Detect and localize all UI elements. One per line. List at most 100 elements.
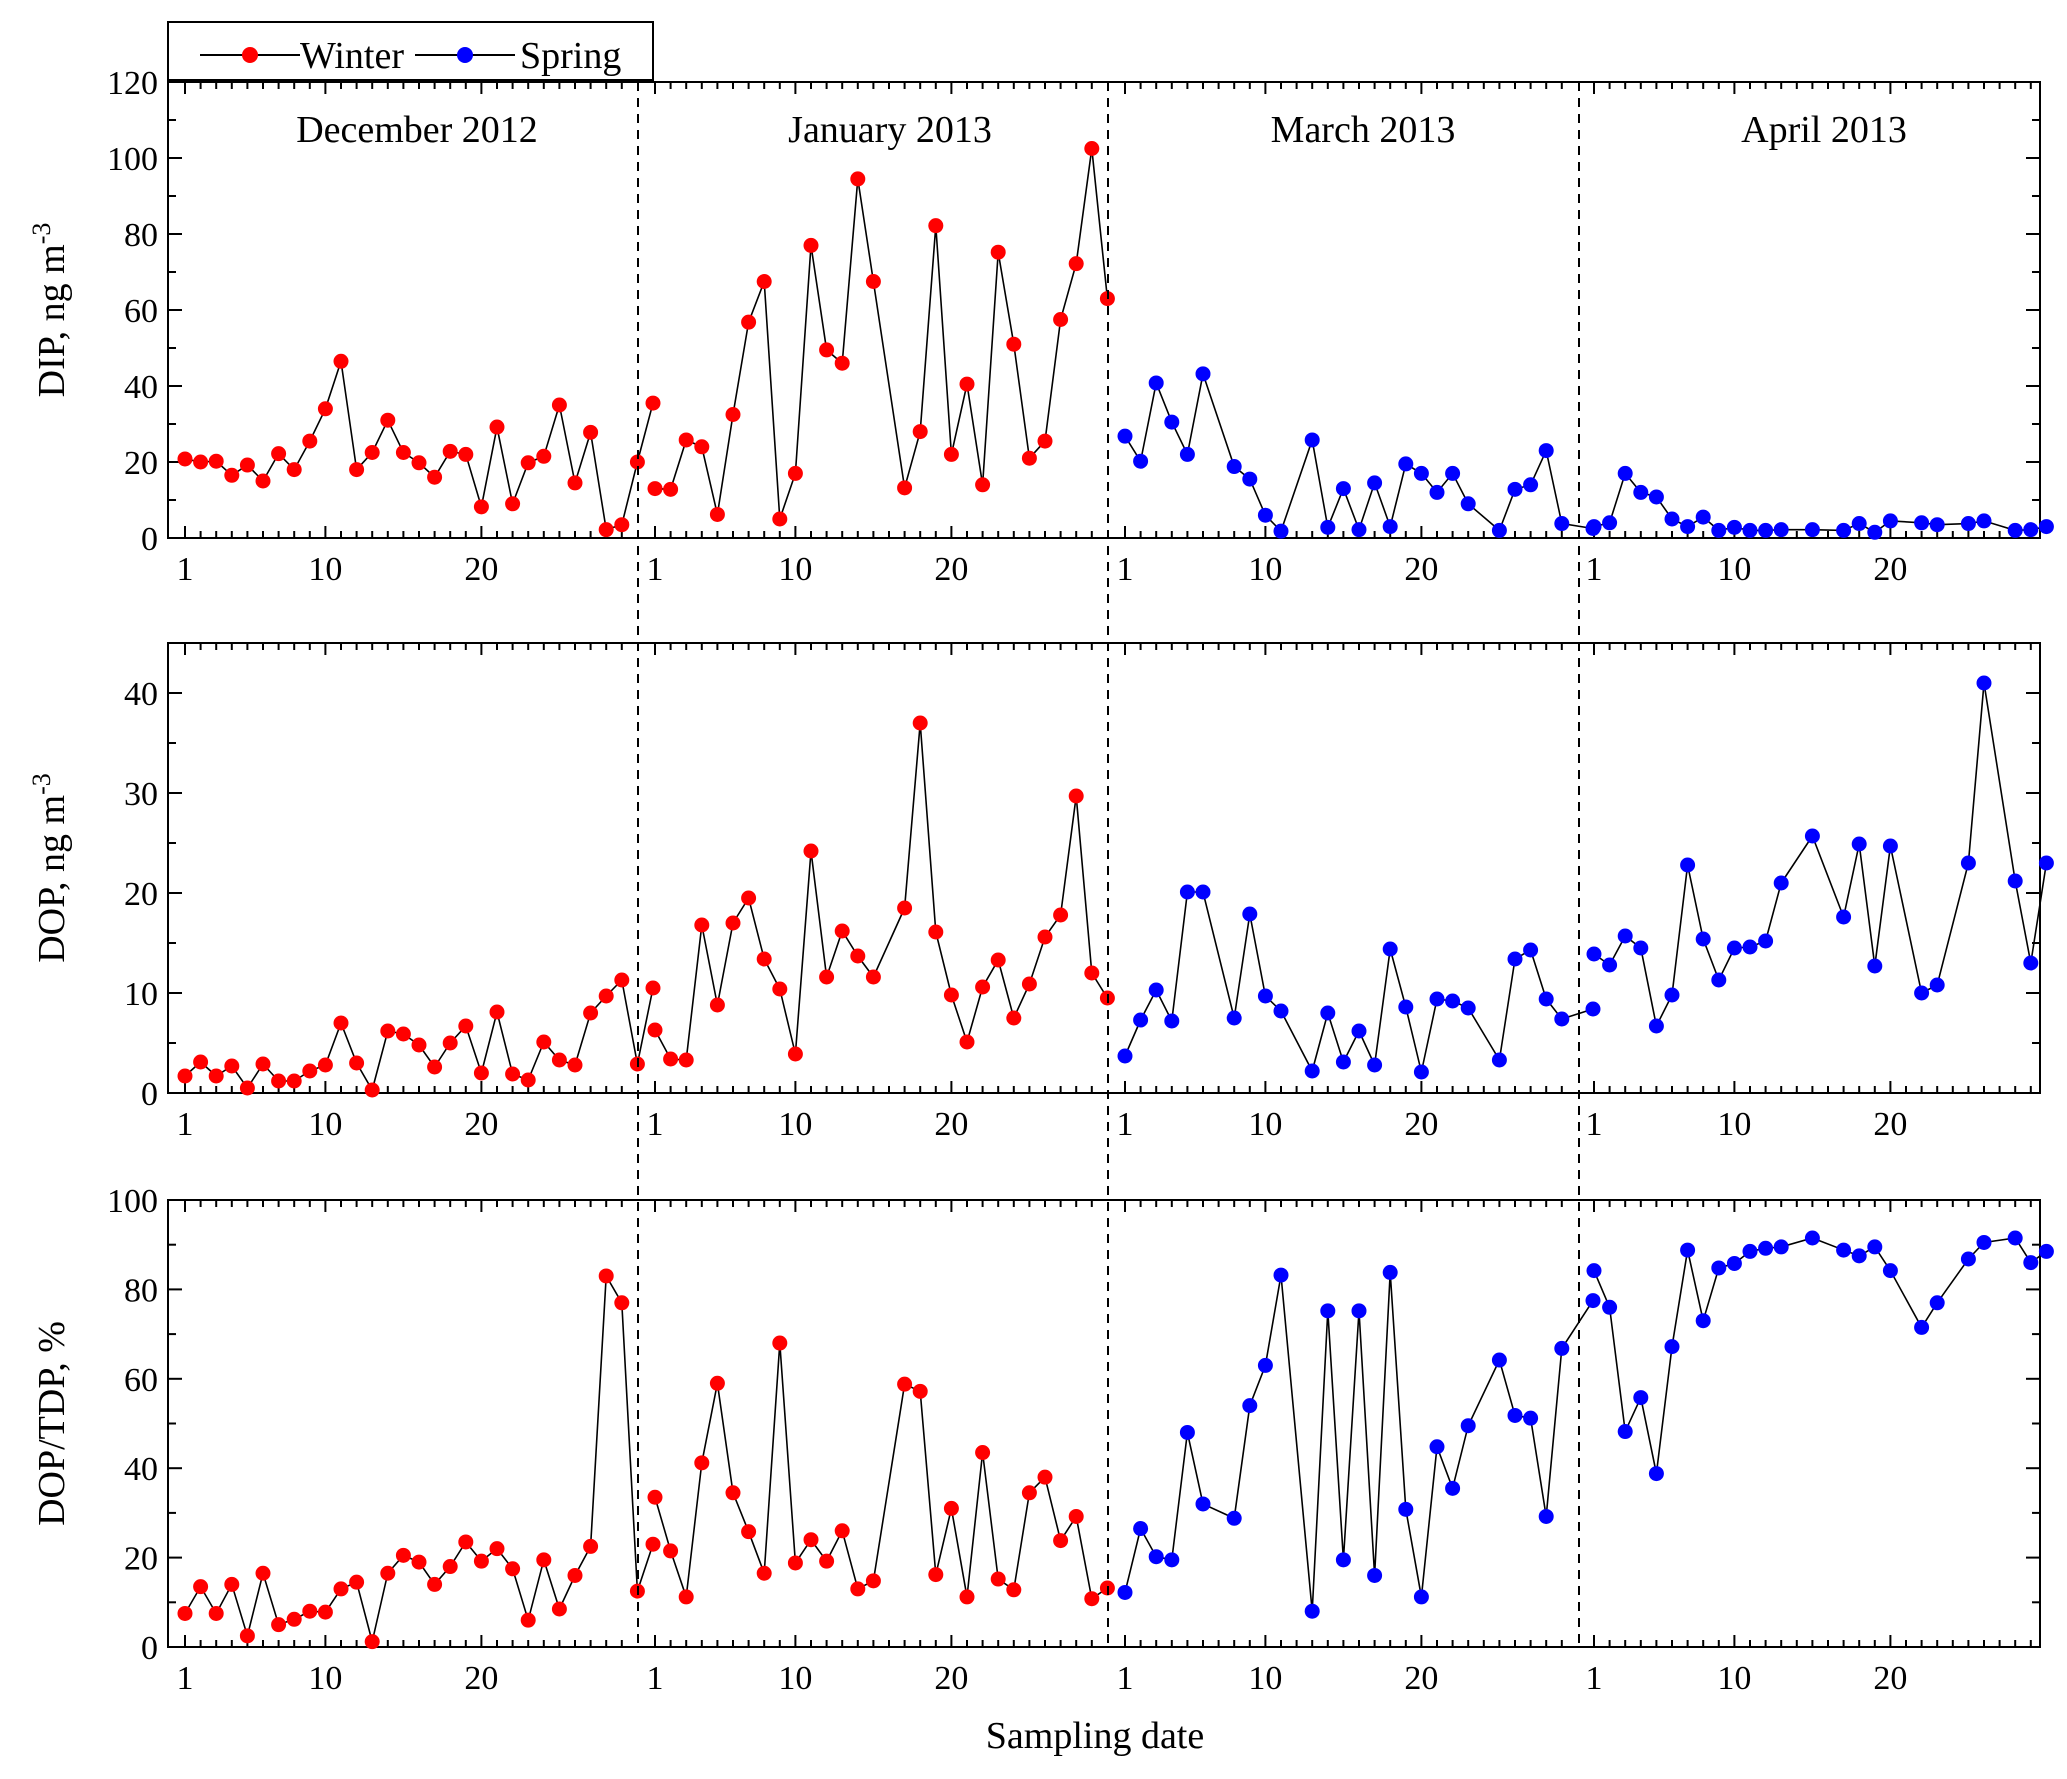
data-point-winter bbox=[629, 454, 645, 470]
panel-dop: 0 10 20 30 40 1 10 20 1 10 20 1 10 20 1 10 20 DOP, ng m-3 bbox=[27, 642, 2054, 1143]
data-point-winter bbox=[567, 1057, 583, 1073]
data-point-spring bbox=[1617, 465, 1633, 481]
data-point-spring bbox=[2007, 522, 2023, 538]
data-point-winter bbox=[990, 952, 1006, 968]
data-point-winter bbox=[364, 445, 380, 460]
data-point-spring bbox=[1148, 1549, 1164, 1565]
data-point-spring bbox=[1491, 1352, 1507, 1368]
data-point-winter bbox=[177, 451, 193, 467]
data-point-winter bbox=[551, 1052, 567, 1068]
legend-label-spring: Spring bbox=[520, 35, 621, 77]
data-point-winter bbox=[1006, 336, 1022, 352]
data-point-winter bbox=[302, 1063, 318, 1079]
data-point-spring bbox=[1711, 522, 1727, 538]
data-point-spring bbox=[1867, 524, 1883, 540]
data-point-spring bbox=[1382, 941, 1398, 957]
data-point-winter bbox=[725, 407, 741, 422]
data-point-spring bbox=[1133, 453, 1149, 469]
x-tick-label-apr-2013: 10 bbox=[1717, 1106, 1751, 1143]
data-point-spring bbox=[1195, 1496, 1211, 1512]
data-point-winter bbox=[442, 443, 458, 459]
data-point-winter bbox=[583, 1005, 599, 1021]
data-point-winter bbox=[583, 424, 599, 440]
data-point-winter bbox=[928, 1567, 944, 1583]
data-point-spring bbox=[1602, 1299, 1618, 1315]
data-point-winter bbox=[803, 843, 819, 859]
data-point-spring bbox=[1445, 993, 1461, 1009]
data-point-winter bbox=[725, 1485, 741, 1501]
data-point-spring bbox=[1273, 1267, 1289, 1283]
data-point-spring bbox=[1445, 1480, 1461, 1496]
data-point-spring bbox=[1257, 988, 1273, 1004]
data-point-spring bbox=[2007, 873, 2023, 889]
y-tick-label: 60 bbox=[124, 293, 158, 330]
data-point-winter bbox=[255, 473, 271, 489]
data-point-winter bbox=[567, 475, 583, 491]
data-point-winter bbox=[647, 1022, 663, 1038]
data-point-spring bbox=[1633, 484, 1649, 500]
data-point-spring bbox=[1867, 1239, 1883, 1255]
data-point-spring bbox=[1758, 522, 1774, 538]
data-point-spring bbox=[2038, 855, 2054, 871]
data-point-winter bbox=[427, 1059, 443, 1075]
data-point-spring bbox=[1742, 939, 1758, 955]
data-point-winter bbox=[239, 457, 255, 473]
data-point-winter bbox=[193, 1054, 209, 1070]
data-point-winter bbox=[943, 987, 959, 1003]
data-point-spring bbox=[1602, 515, 1618, 531]
x-axis-label: Sampling date bbox=[986, 1715, 1204, 1757]
data-point-spring bbox=[1914, 1319, 1930, 1335]
data-point-spring bbox=[1491, 522, 1507, 538]
data-point-winter bbox=[928, 218, 944, 234]
data-point-winter bbox=[709, 997, 725, 1013]
data-point-winter bbox=[489, 1541, 505, 1557]
data-point-winter bbox=[645, 980, 661, 996]
data-point-winter bbox=[865, 1573, 881, 1589]
data-point-spring bbox=[1413, 1064, 1429, 1080]
data-point-spring bbox=[2023, 1255, 2039, 1271]
data-point-spring bbox=[1117, 1584, 1133, 1600]
data-point-winter bbox=[1021, 976, 1037, 992]
data-point-winter bbox=[1068, 788, 1084, 804]
data-point-winter bbox=[1021, 450, 1037, 466]
data-point-winter bbox=[427, 469, 443, 485]
data-point-winter bbox=[678, 1589, 694, 1605]
x-tick-label-apr-2013: 10 bbox=[1717, 551, 1751, 588]
data-point-winter bbox=[834, 923, 850, 939]
panel-dop-tdp: 0 20 40 60 80 100 1 10 20 1 10 20 1 10 20 1 10 20 DOP/TDP,… bbox=[31, 1183, 2054, 1697]
x-tick-label-dec-2012: 10 bbox=[308, 1660, 342, 1697]
data-point-winter bbox=[473, 1553, 489, 1569]
data-point-spring bbox=[1335, 1054, 1351, 1070]
x-tick-label-jan-2013: 1 bbox=[647, 1106, 664, 1143]
data-point-winter bbox=[975, 477, 991, 493]
data-point-winter bbox=[380, 412, 396, 428]
data-point-spring bbox=[1242, 906, 1258, 922]
data-point-spring bbox=[1413, 465, 1429, 481]
x-tick-label-apr-2013: 20 bbox=[1873, 1106, 1907, 1143]
data-point-spring bbox=[1257, 1357, 1273, 1373]
data-point-winter bbox=[333, 1015, 349, 1031]
data-point-spring bbox=[1976, 513, 1992, 529]
data-point-winter bbox=[694, 439, 710, 455]
data-point-spring bbox=[1554, 1340, 1570, 1356]
y-axis-label-dop: DOP, ng m-3 bbox=[27, 773, 74, 963]
data-point-winter bbox=[489, 1004, 505, 1020]
data-point-spring bbox=[1851, 516, 1867, 532]
data-point-spring bbox=[1335, 481, 1351, 497]
data-point-winter bbox=[850, 1581, 866, 1597]
data-point-spring bbox=[1445, 465, 1461, 481]
data-point-winter bbox=[427, 1576, 443, 1592]
x-tick-label-mar-2013: 10 bbox=[1248, 1660, 1282, 1697]
data-point-winter bbox=[928, 924, 944, 940]
data-point-winter bbox=[645, 1536, 661, 1552]
data-point-winter bbox=[647, 481, 663, 497]
data-point-spring bbox=[1413, 1589, 1429, 1605]
data-point-winter bbox=[224, 1058, 240, 1074]
x-tick-label-apr-2013: 1 bbox=[1586, 1660, 1603, 1697]
data-point-winter bbox=[709, 1375, 725, 1391]
data-point-winter bbox=[1037, 1469, 1053, 1485]
data-point-spring bbox=[1648, 1466, 1664, 1482]
data-point-spring bbox=[1226, 1510, 1242, 1526]
data-point-winter bbox=[1084, 965, 1100, 981]
